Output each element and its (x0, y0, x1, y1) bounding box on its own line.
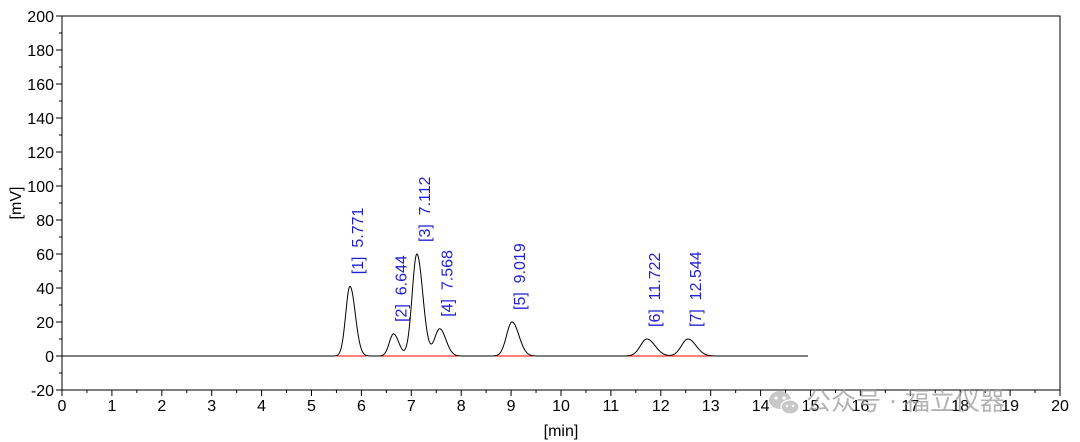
y-tick-label: -20 (31, 383, 54, 400)
y-tick-label: 200 (27, 9, 54, 26)
x-tick-label: 4 (257, 398, 266, 415)
x-tick-label: 5 (307, 398, 316, 415)
peak-label: [2] 6.644 (394, 255, 411, 322)
x-tick-label: 17 (901, 398, 919, 415)
x-tick-label: 14 (752, 398, 770, 415)
x-tick-label: 8 (457, 398, 466, 415)
x-tick-label: 11 (603, 398, 620, 415)
x-tick-label: 18 (951, 398, 969, 415)
y-tick-label: 0 (45, 349, 54, 366)
x-tick-label: 6 (357, 398, 366, 415)
x-tick-label: 2 (157, 398, 166, 415)
x-tick-label: 16 (852, 398, 870, 415)
y-tick-label: 100 (27, 179, 54, 196)
peak-label: [1] 5.771 (350, 207, 367, 274)
x-tick-label: 20 (1051, 398, 1069, 415)
y-tick-label: 60 (36, 247, 54, 264)
watermark-text: 公众号 · 福立仪器 (806, 387, 1005, 416)
y-tick-label: 80 (36, 213, 54, 230)
watermark: 公众号 · 福立仪器 (769, 387, 1005, 416)
x-tick-label: 1 (107, 398, 116, 415)
peak-label: [7] 12.544 (688, 251, 705, 327)
plot-frame (61, 15, 1061, 391)
signal-trace (62, 253, 808, 357)
x-axis: 0 1 2 3 4 5 6 7 8 9 10 11 12 13 14 15 16 17 18 19 20 (58, 390, 1069, 415)
y-tick-label: 140 (27, 111, 54, 128)
y-tick-label: 120 (27, 145, 54, 162)
y-tick-label: 160 (27, 77, 54, 94)
y-axis-label: [mV] (8, 187, 25, 220)
x-tick-label: 13 (702, 398, 720, 415)
x-tick-label: 15 (802, 398, 820, 415)
x-tick-label: 0 (58, 398, 67, 415)
x-tick-label: 7 (407, 398, 416, 415)
y-tick-label: 180 (27, 43, 54, 60)
plot-area (61, 15, 1061, 391)
peak-label: [4] 7.568 (440, 250, 457, 317)
x-tick-label: 3 (207, 398, 216, 415)
wechat-icon (769, 391, 800, 415)
peak-labels: [1] 5.771 [2] 6.644 [3] 7.112 [4] 7.568 [5] … (350, 176, 705, 327)
peak-label: [5] 9.019 (512, 243, 529, 310)
y-tick-label: 20 (36, 315, 54, 332)
x-tick-label: 9 (507, 398, 516, 415)
peak-label: [3] 7.112 (417, 176, 434, 242)
peak-label: [6] 11.722 (647, 252, 664, 327)
y-tick-label: 40 (36, 281, 54, 298)
x-tick-label: 19 (1001, 398, 1019, 415)
x-tick-label: 12 (652, 398, 670, 415)
x-axis-label: [min] (544, 423, 579, 440)
x-tick-label: 10 (552, 398, 570, 415)
y-axis: -20 0 20 40 60 80 100 120 140 160 180 200 (27, 9, 62, 400)
